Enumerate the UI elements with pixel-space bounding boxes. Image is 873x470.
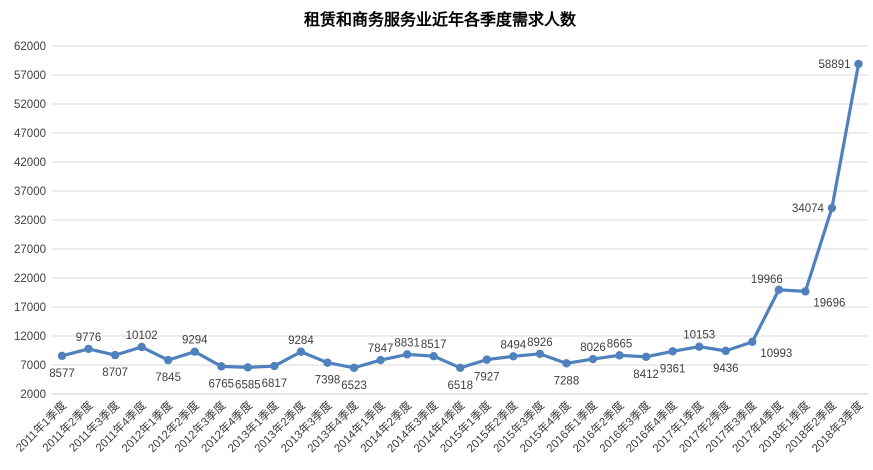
y-axis-tick-label: 47000	[14, 128, 46, 140]
data-point-label: 8707	[102, 367, 128, 379]
y-axis-tick-label: 27000	[14, 244, 46, 256]
data-point-label: 9361	[660, 363, 686, 375]
y-axis-tick-label: 2000	[20, 389, 46, 401]
y-axis-tick-label: 22000	[14, 273, 46, 285]
data-point-marker	[482, 355, 491, 364]
data-point-marker	[668, 347, 677, 356]
data-point-label: 10993	[760, 348, 792, 360]
data-point-marker	[402, 350, 412, 359]
chart-title: 租赁和商务服务业近年各季度需求人数	[304, 10, 577, 29]
data-point-label: 34074	[792, 203, 825, 215]
data-point-label: 7847	[368, 343, 394, 355]
data-point-label: 6518	[447, 380, 473, 392]
data-point-label: 8926	[527, 337, 553, 349]
data-point-marker	[217, 362, 226, 371]
data-point-label: 8831	[394, 337, 420, 349]
series-line-path	[60, 62, 861, 370]
data-point-label: 10153	[683, 330, 715, 342]
data-point-marker	[827, 203, 837, 213]
y-axis-tick-label: 7000	[20, 360, 46, 372]
data-point-marker	[774, 285, 784, 294]
y-axis-tick-label: 32000	[14, 215, 46, 227]
data-point-label: 9776	[76, 332, 102, 344]
y-axis-tick-label: 17000	[14, 302, 46, 314]
data-point-marker	[110, 350, 120, 360]
series-line	[60, 62, 861, 370]
data-point-label: 6765	[209, 378, 235, 390]
y-axis-tick-label: 62000	[14, 41, 46, 53]
data-point-marker	[535, 349, 545, 359]
data-labels: 8577 9776 8707 10102 7845 9294 6765 6585 6817 928…	[49, 59, 850, 392]
data-point-marker	[429, 352, 438, 361]
y-axis-labels: 2000 7000 12000 17000 22000 27000 32000 37000 42…	[14, 41, 46, 401]
data-point-label: 19966	[751, 274, 783, 286]
y-axis-tick-label: 42000	[14, 157, 46, 169]
data-point-label: 10102	[126, 330, 158, 342]
data-point-marker	[190, 347, 199, 356]
data-points	[57, 59, 863, 372]
y-axis-tick-label: 12000	[14, 331, 46, 343]
data-point-marker	[801, 287, 810, 296]
data-point-marker	[270, 361, 279, 371]
data-point-label: 8412	[633, 369, 659, 381]
data-point-label: 58891	[819, 59, 851, 71]
data-point-marker	[84, 344, 93, 354]
data-point-marker	[588, 354, 598, 364]
data-point-label: 7398	[315, 375, 341, 387]
y-axis-tick-label: 57000	[14, 70, 46, 82]
data-point-label: 9284	[288, 335, 314, 347]
data-point-marker	[721, 346, 730, 356]
data-point-marker	[57, 351, 67, 361]
data-point-label: 9294	[182, 335, 208, 347]
gridlines	[52, 45, 868, 395]
data-point-label: 8577	[49, 368, 75, 380]
data-point-label: 8494	[501, 339, 527, 351]
data-point-marker	[641, 352, 651, 362]
data-point-label: 7288	[554, 375, 580, 387]
data-point-label: 6585	[235, 379, 261, 391]
data-point-marker	[748, 337, 757, 347]
data-point-label: 7927	[474, 372, 500, 384]
data-point-marker	[854, 59, 863, 69]
data-point-marker	[615, 351, 624, 360]
y-axis-tick-label: 52000	[14, 99, 46, 111]
data-point-label: 7845	[155, 372, 181, 384]
data-point-marker	[695, 342, 704, 351]
x-axis-labels: 2011年1季度2011年2季度2011年3季度2011年4季度2012年1季度…	[13, 398, 866, 455]
data-point-label: 6817	[262, 378, 288, 390]
data-point-marker	[509, 352, 518, 361]
data-point-marker	[349, 363, 359, 372]
data-point-marker	[243, 363, 253, 372]
data-point-marker	[456, 363, 465, 372]
data-point-label: 8026	[580, 342, 606, 354]
data-point-marker	[296, 347, 306, 356]
data-point-label: 9436	[713, 363, 739, 375]
data-point-marker	[164, 355, 173, 365]
data-point-marker	[376, 355, 385, 365]
data-point-label: 19696	[813, 297, 845, 309]
data-point-marker	[323, 358, 332, 367]
data-point-label: 8665	[607, 338, 633, 350]
data-point-marker	[137, 342, 146, 352]
data-point-marker	[562, 359, 571, 368]
y-axis-tick-label: 37000	[14, 186, 46, 198]
data-point-label: 6523	[341, 380, 367, 392]
data-point-label: 8517	[421, 339, 447, 351]
